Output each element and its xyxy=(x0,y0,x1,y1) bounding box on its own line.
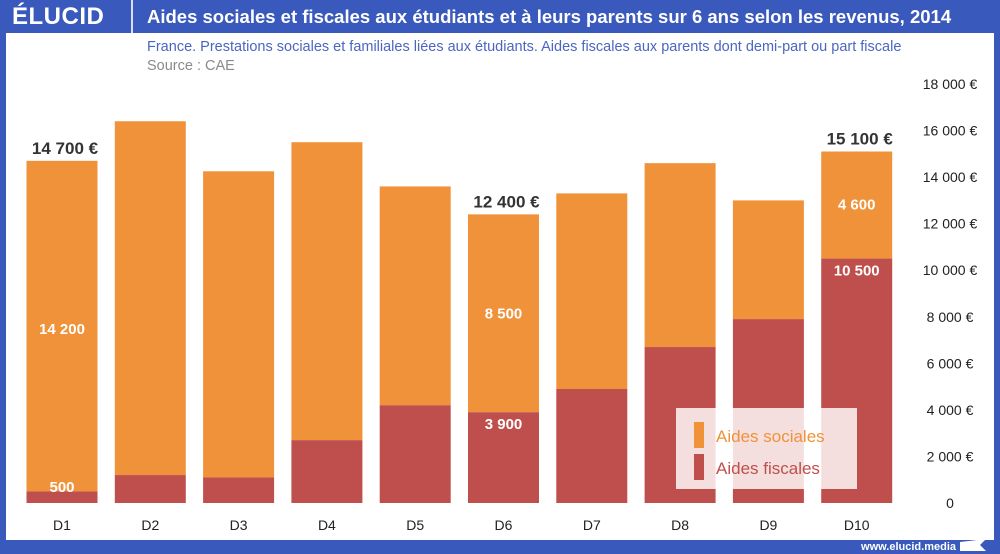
y-tick-label: 14 000 € xyxy=(923,169,978,185)
bar-aides-fiscales-D5 xyxy=(379,405,451,503)
y-tick-label: 12 000 € xyxy=(923,216,978,232)
data-label: 3 900 xyxy=(485,416,523,433)
x-tick-label: D8 xyxy=(671,517,689,533)
y-tick-label: 8 000 € xyxy=(927,309,974,325)
y-tick-label: 2 000 € xyxy=(927,448,974,464)
elucid-logo: ÉLUCID xyxy=(12,3,105,30)
footer-url[interactable]: www.elucid.media xyxy=(861,541,956,553)
chart-source: Source : CAE xyxy=(147,58,235,74)
chart-title: Aides sociales et fiscales aux étudiants… xyxy=(147,6,952,27)
x-tick-label: D5 xyxy=(406,517,424,533)
legend-box xyxy=(676,408,857,489)
chart-subtitle: France. Prestations sociales et familial… xyxy=(147,39,902,55)
x-tick-label: D10 xyxy=(844,517,870,533)
bar-aides-sociales-D1 xyxy=(26,160,98,492)
x-tick-label: D3 xyxy=(230,517,248,533)
legend-swatch xyxy=(694,422,704,448)
total-label: 12 400 € xyxy=(473,192,540,211)
data-label: 4 600 xyxy=(838,197,876,214)
bar-aides-fiscales-D1 xyxy=(26,491,98,503)
legend-label: Aides fiscales xyxy=(716,459,820,478)
x-tick-label: D6 xyxy=(495,517,513,533)
bar-aides-sociales-D6 xyxy=(468,214,539,413)
x-tick-label: D7 xyxy=(583,517,601,533)
bar-aides-sociales-D2 xyxy=(114,121,186,476)
total-label: 14 700 € xyxy=(32,139,99,158)
y-tick-label: 18 000 € xyxy=(923,76,978,92)
bar-aides-sociales-D10 xyxy=(821,151,893,259)
bar-aides-fiscales-D4 xyxy=(291,440,363,503)
data-label: 10 500 xyxy=(834,263,880,280)
data-label: 8 500 xyxy=(485,305,523,322)
x-tick-label: D4 xyxy=(318,517,336,533)
y-tick-label: 4 000 € xyxy=(927,402,974,418)
bar-aides-fiscales-D3 xyxy=(203,477,275,503)
legend-label: Aides sociales xyxy=(716,427,825,446)
bar-aides-sociales-D8 xyxy=(644,163,716,348)
bar-aides-sociales-D9 xyxy=(732,200,804,320)
x-tick-label: D1 xyxy=(53,517,71,533)
data-label: 500 xyxy=(49,479,74,496)
elucid-flag-icon xyxy=(960,539,986,551)
legend-swatch xyxy=(694,454,704,480)
y-tick-label: 0 xyxy=(946,495,954,511)
data-label: 14 200 xyxy=(39,321,85,338)
bar-aides-sociales-D3 xyxy=(203,171,275,478)
x-tick-label: D2 xyxy=(141,517,159,533)
y-tick-label: 10 000 € xyxy=(923,262,978,278)
bar-aides-sociales-D4 xyxy=(291,142,363,441)
bar-aides-sociales-D7 xyxy=(556,193,628,389)
bar-aides-fiscales-D2 xyxy=(114,475,186,503)
bar-aides-fiscales-D7 xyxy=(556,388,628,503)
header-divider xyxy=(131,0,133,33)
bar-aides-sociales-D5 xyxy=(379,186,451,406)
y-tick-label: 16 000 € xyxy=(923,123,978,139)
x-tick-label: D9 xyxy=(759,517,777,533)
bar-aides-fiscales-D6 xyxy=(468,412,539,503)
total-label: 15 100 € xyxy=(827,130,894,149)
y-tick-label: 6 000 € xyxy=(927,355,974,371)
